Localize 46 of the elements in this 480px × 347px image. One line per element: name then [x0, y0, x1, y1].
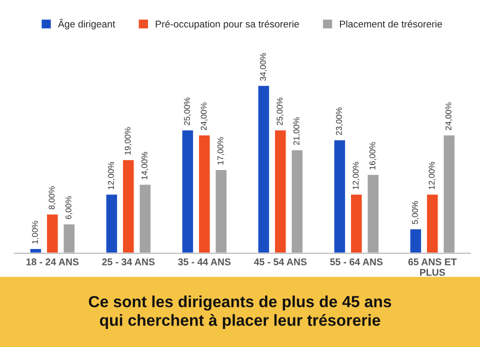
data-label: 12,00%: [352, 162, 360, 190]
data-label: 21,00%: [293, 117, 300, 145]
data-label: 5,00%: [412, 201, 419, 224]
bar: [332, 138, 346, 254]
bar: [442, 134, 456, 254]
x-tick-label: 45 - 54 ANS: [254, 258, 307, 266]
data-label: 6,00%: [65, 196, 72, 220]
legend-label: Placement de trésorerie: [340, 20, 442, 28]
data-label: 23,00%: [336, 107, 343, 136]
data-label: 12,00%: [108, 162, 115, 190]
legend-label: Âge dirigeant: [58, 18, 116, 30]
bar: [290, 148, 304, 254]
bar: [122, 158, 136, 254]
data-label: 34,00%: [260, 53, 267, 81]
bar: [138, 183, 152, 254]
bar: [46, 213, 60, 254]
bar: [214, 168, 228, 254]
x-tick-label: 55 - 64 ANS: [330, 258, 383, 266]
data-label: 25,00%: [184, 98, 191, 126]
bar: [408, 228, 422, 254]
data-label: 19,00%: [124, 127, 132, 155]
data-label: 17,00%: [217, 137, 224, 164]
data-label: 24,00%: [445, 102, 452, 130]
data-label: 25,00%: [276, 98, 284, 126]
data-label: 24,00%: [200, 102, 208, 130]
bar: [350, 193, 364, 254]
bar: [274, 129, 288, 254]
legend-label: Pré-occupation pour sa trésorerie: [156, 20, 299, 30]
data-label: 8,00%: [48, 186, 56, 210]
text: Ce sont les dirigeants de plus de 45 ans qui cherchent à placer leur trésorerie: [88, 296, 392, 330]
x-tick-label: 25 - 34 ANS: [102, 258, 155, 266]
bar: [366, 174, 380, 254]
x-tick-label: 65 ANS ET PLUS: [408, 258, 457, 276]
bar: [198, 134, 212, 254]
data-label: 14,00%: [141, 152, 148, 180]
x-tick-label: 35 - 44 ANS: [178, 258, 231, 266]
bar: [256, 84, 270, 254]
bar: [62, 222, 76, 254]
bar: [426, 193, 440, 254]
data-label: 16,00%: [369, 142, 376, 170]
data-label: 1,00%: [32, 220, 39, 244]
bar: [180, 129, 194, 254]
bar: [28, 248, 42, 254]
bar: [104, 193, 118, 254]
x-tick-label: 18 - 24 ANS: [26, 258, 79, 266]
data-label: 12,00%: [428, 162, 436, 190]
